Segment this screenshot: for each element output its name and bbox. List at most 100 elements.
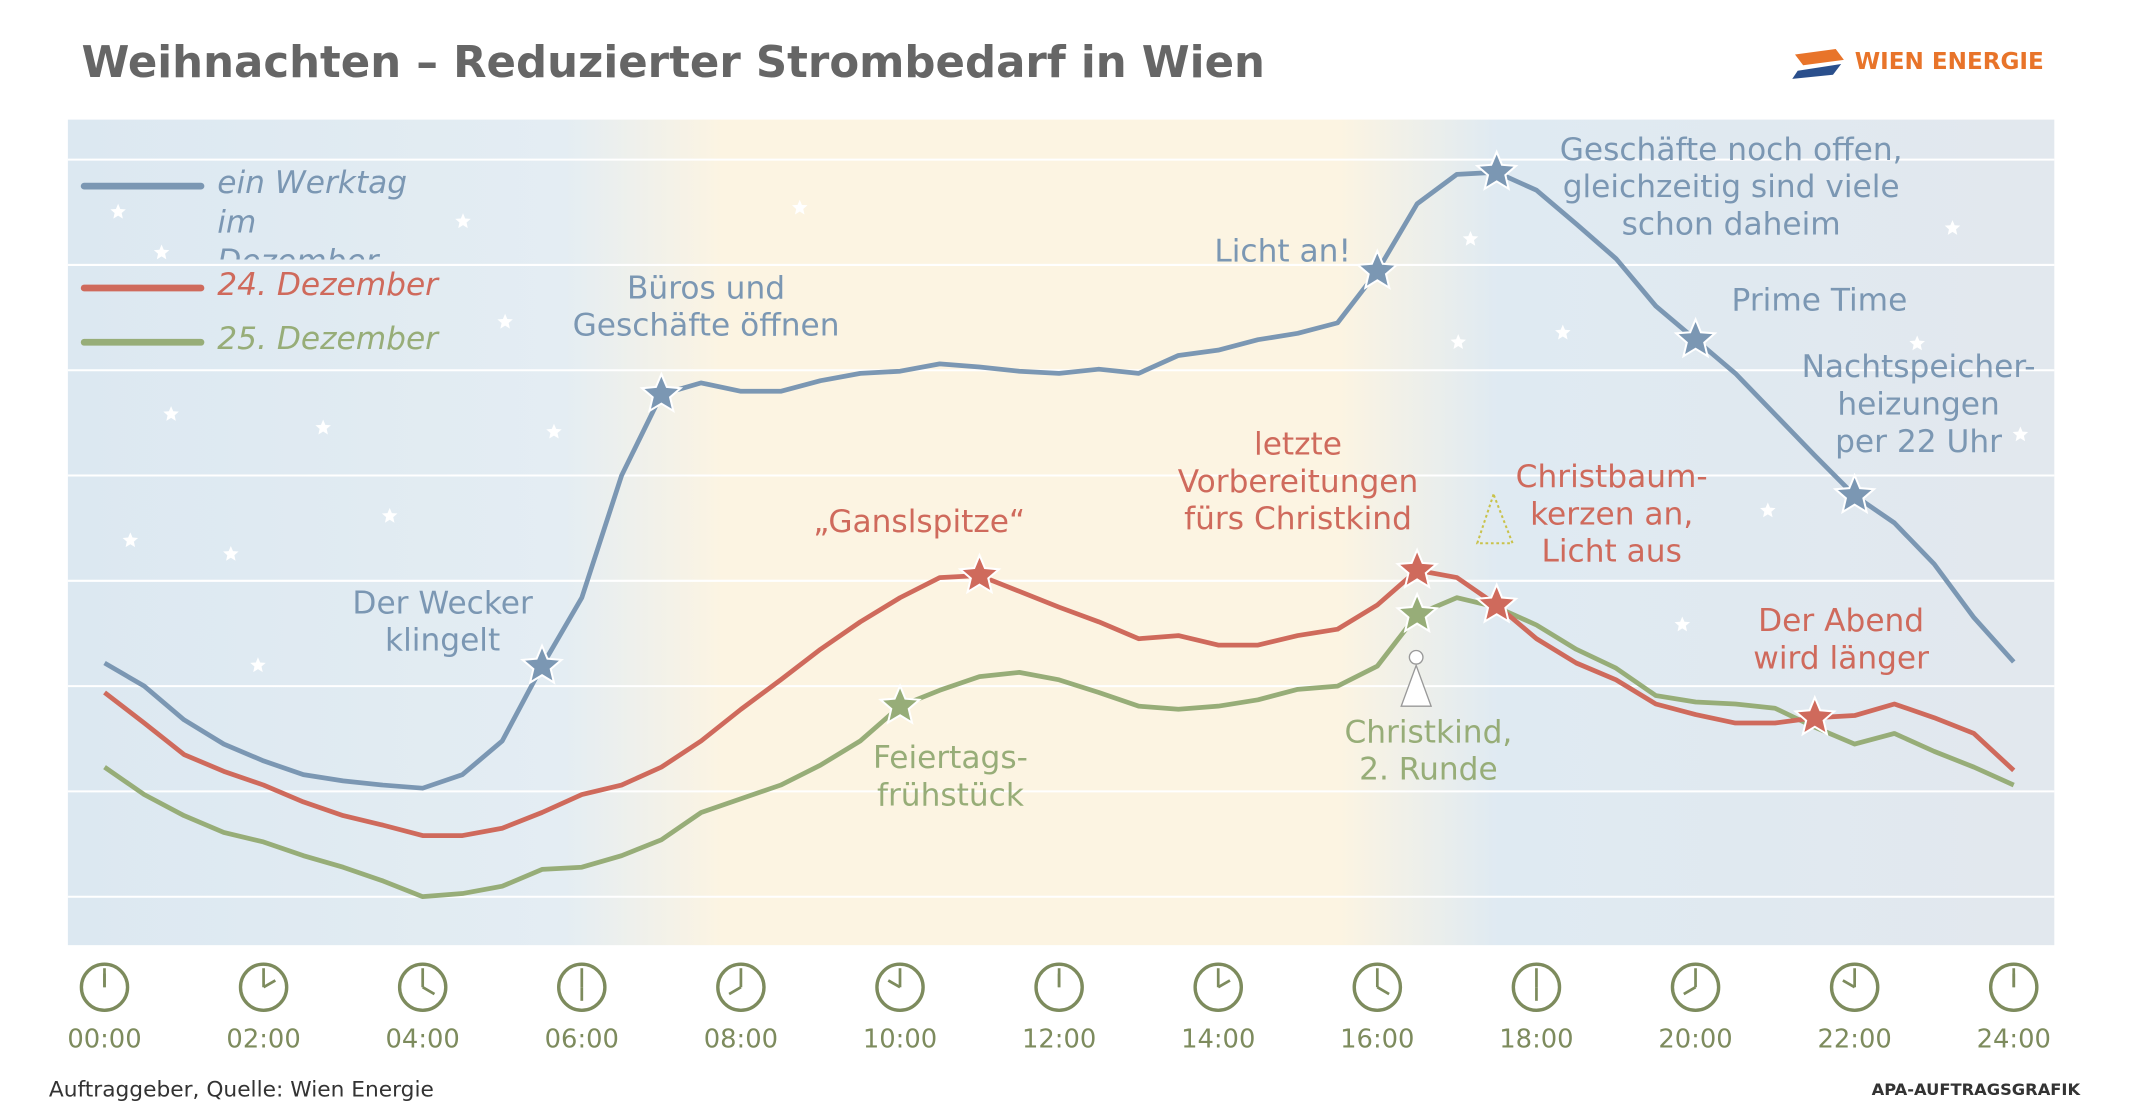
clock-hour-hand xyxy=(1376,986,1390,996)
background-star xyxy=(381,507,398,523)
plot-background xyxy=(67,119,2055,946)
background-star xyxy=(546,423,562,439)
annotation: wird länger xyxy=(1753,640,1929,676)
annotation: Licht an! xyxy=(1214,234,1351,270)
background-star xyxy=(315,419,331,435)
annotation: „Ganslspitze“ xyxy=(813,504,1025,540)
marker-star xyxy=(1355,248,1400,290)
clock-hour-hand xyxy=(728,986,742,996)
clock-icon xyxy=(1670,962,1721,1013)
background-star xyxy=(791,199,808,215)
annotation: Christbaum- xyxy=(1516,459,1708,495)
x-tick-label: 14:00 xyxy=(1181,1025,1255,1055)
marker-star xyxy=(878,683,922,725)
background-star xyxy=(223,545,239,561)
clock-face xyxy=(1352,962,1403,1013)
annotation: per 22 Uhr xyxy=(1835,424,2002,460)
annotation: Geschäfte noch offen, xyxy=(1560,132,1903,168)
clock-icon xyxy=(1034,962,1084,1013)
background-star xyxy=(122,532,139,548)
clock-face xyxy=(238,962,289,1013)
background-star xyxy=(163,406,179,421)
annotation: Christkind, xyxy=(1344,714,1512,750)
background-star xyxy=(497,313,513,329)
annotation: Büros und xyxy=(627,270,785,306)
logo-icon xyxy=(1792,49,1844,79)
annotation: frühstück xyxy=(877,777,1024,813)
x-tick-label: 06:00 xyxy=(545,1025,619,1055)
annotation: Geschäfte öffnen xyxy=(573,308,840,344)
legend-label: ein Werktag im Dezember xyxy=(217,165,408,260)
background-star xyxy=(1760,502,1776,518)
clock-face xyxy=(557,962,607,1013)
annotation: Prime Time xyxy=(1732,283,1908,319)
annotation: Der Wecker xyxy=(352,585,533,621)
clock-face xyxy=(716,962,766,1013)
legend-item: 25. Dezember xyxy=(217,321,439,358)
background-star xyxy=(110,203,126,219)
annotation: klingelt xyxy=(385,623,500,659)
background-star xyxy=(1674,616,1691,632)
clock-icon xyxy=(875,962,925,1013)
clock-icon xyxy=(1193,962,1244,1013)
clock-hour-hand xyxy=(887,979,901,989)
x-tick-label: 16:00 xyxy=(1340,1025,1414,1055)
marker-star xyxy=(639,371,684,413)
annotation: letzte xyxy=(1254,426,1342,462)
x-tick-label: 10:00 xyxy=(863,1025,937,1055)
clock-icon xyxy=(1352,962,1403,1013)
clock-icon xyxy=(557,962,607,1013)
annotation: gleichzeitig sind viele xyxy=(1563,169,1900,205)
logo-text: WIEN ENERGIE xyxy=(1855,49,2044,75)
background-star xyxy=(455,213,471,229)
x-tick-label: 08:00 xyxy=(704,1025,778,1055)
clock-icon xyxy=(1511,962,1562,1013)
clock-face xyxy=(79,962,130,1013)
marker-star xyxy=(1395,591,1440,634)
angel-head xyxy=(1408,649,1424,665)
x-tick-label: 18:00 xyxy=(1499,1025,1573,1055)
clock-icon xyxy=(397,962,448,1013)
background-star xyxy=(1909,335,1925,351)
clock-icon xyxy=(238,962,289,1013)
marker-star xyxy=(1395,547,1440,589)
x-tick-label: 02:00 xyxy=(226,1025,300,1055)
annotation: schon daheim xyxy=(1622,207,1841,243)
legend-label: 24. Dezember xyxy=(217,267,439,303)
legend-item: 24. Dezember xyxy=(217,267,439,303)
clock-face xyxy=(875,962,925,1013)
clock-icon xyxy=(1829,962,1880,1013)
clock-face xyxy=(1511,962,1562,1013)
x-tick-label: 20:00 xyxy=(1658,1025,1732,1055)
annotation: kerzen an, xyxy=(1530,496,1693,532)
clock-hour-hand xyxy=(1842,979,1856,989)
clock-hour-hand xyxy=(422,986,436,996)
background-star xyxy=(2012,426,2029,442)
clock-hour-hand xyxy=(262,979,277,989)
clock-face xyxy=(397,962,448,1013)
legend-item: ein Werktag im Dezember xyxy=(217,165,408,260)
x-tick-label: 04:00 xyxy=(386,1025,460,1055)
annotation: Der Abend xyxy=(1758,603,1924,639)
legend-label: 25. Dezember xyxy=(217,321,439,358)
background-star xyxy=(250,657,266,673)
clock-face xyxy=(1829,962,1880,1013)
annotation: Vorbereitungen xyxy=(1178,464,1419,500)
clock-face xyxy=(1034,962,1084,1013)
marker-star xyxy=(520,643,564,685)
x-tick-label: 00:00 xyxy=(67,1025,141,1055)
marker-star xyxy=(1474,149,1519,191)
background-star xyxy=(1450,334,1466,349)
x-tick-label: 22:00 xyxy=(1817,1025,1891,1055)
clock-hour-hand xyxy=(1683,986,1697,996)
chart-title: Weihnachten – Reduzierter Strombedarf in… xyxy=(81,38,1265,88)
marker-star xyxy=(1673,316,1718,359)
background-star xyxy=(153,244,170,260)
marker-star xyxy=(957,552,1002,595)
background-star xyxy=(1944,220,1961,235)
background-star xyxy=(1462,230,1479,246)
background-star xyxy=(1555,324,1571,340)
series-line xyxy=(103,567,2016,838)
